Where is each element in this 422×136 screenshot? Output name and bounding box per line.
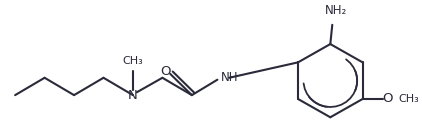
Text: O: O	[382, 92, 392, 106]
Text: NH₂: NH₂	[325, 4, 347, 17]
Text: NH: NH	[221, 71, 239, 84]
Text: O: O	[160, 65, 170, 78]
Text: CH₃: CH₃	[398, 94, 419, 104]
Text: CH₃: CH₃	[122, 56, 143, 66]
Text: N: N	[128, 89, 138, 102]
